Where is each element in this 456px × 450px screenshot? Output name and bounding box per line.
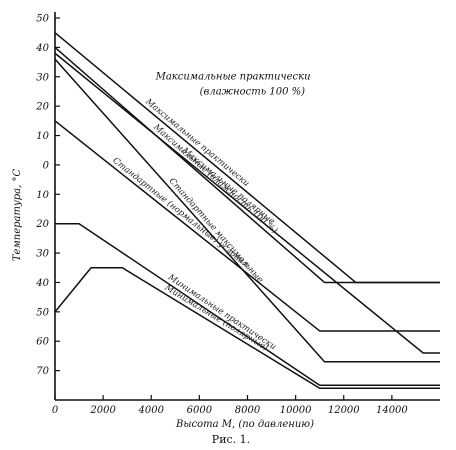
series-line [54, 32, 440, 284]
x-tick-label: 12000 [328, 405, 360, 416]
y-tick-label: 50 [36, 307, 49, 318]
figure-caption: Рис. 1. [212, 433, 250, 446]
x-tick-label: 14000 [376, 405, 408, 416]
series-label: Минимальные (полярные) [162, 281, 270, 353]
x-tick-label: 4000 [138, 405, 165, 416]
y-tick-label: 50 [36, 14, 49, 25]
series-line [54, 267, 440, 389]
y-tick-label: 10 [36, 190, 49, 201]
x-tick-label: 0 [52, 405, 59, 416]
y-tick-label: 30 [36, 72, 49, 83]
y-tick-label: 40 [35, 43, 49, 54]
x-tick-label: 8000 [235, 405, 261, 416]
y-tick-label: 40 [35, 278, 49, 289]
series-line [54, 58, 440, 363]
y-tick-label: 60 [36, 337, 49, 348]
y-tick-label: 20 [35, 219, 49, 230]
y-tick-label: 20 [35, 102, 49, 113]
series-line [55, 222, 440, 387]
y-tick-label: 10 [36, 131, 49, 142]
x-tick-label: 2000 [89, 405, 116, 416]
chart-annotation: (влажность 100 %) [200, 86, 305, 97]
annotation-layer: Максимальные практически (влажность 100 %… [155, 72, 311, 98]
series-layer [54, 32, 440, 389]
chart-annotation: Максимальные практически [155, 72, 311, 83]
series-line [54, 120, 440, 332]
series-label: Стандартные максимальные [167, 176, 265, 285]
y-tick-label: 70 [36, 366, 49, 377]
series-line [54, 52, 440, 354]
x-tick-label: 10000 [280, 405, 312, 416]
x-axis-title: Высота М, (по давлению) [175, 419, 314, 430]
y-tick-label: 0 [43, 160, 50, 171]
y-tick-label: 30 [36, 249, 49, 260]
axes-layer: 50 40 30 20 10 0 10 20 30 40 50 60 70 0 2000 4000 6000 80… [35, 12, 440, 416]
y-axis-title: Температура, °С [12, 169, 23, 262]
x-tick-label: 6000 [187, 405, 213, 416]
